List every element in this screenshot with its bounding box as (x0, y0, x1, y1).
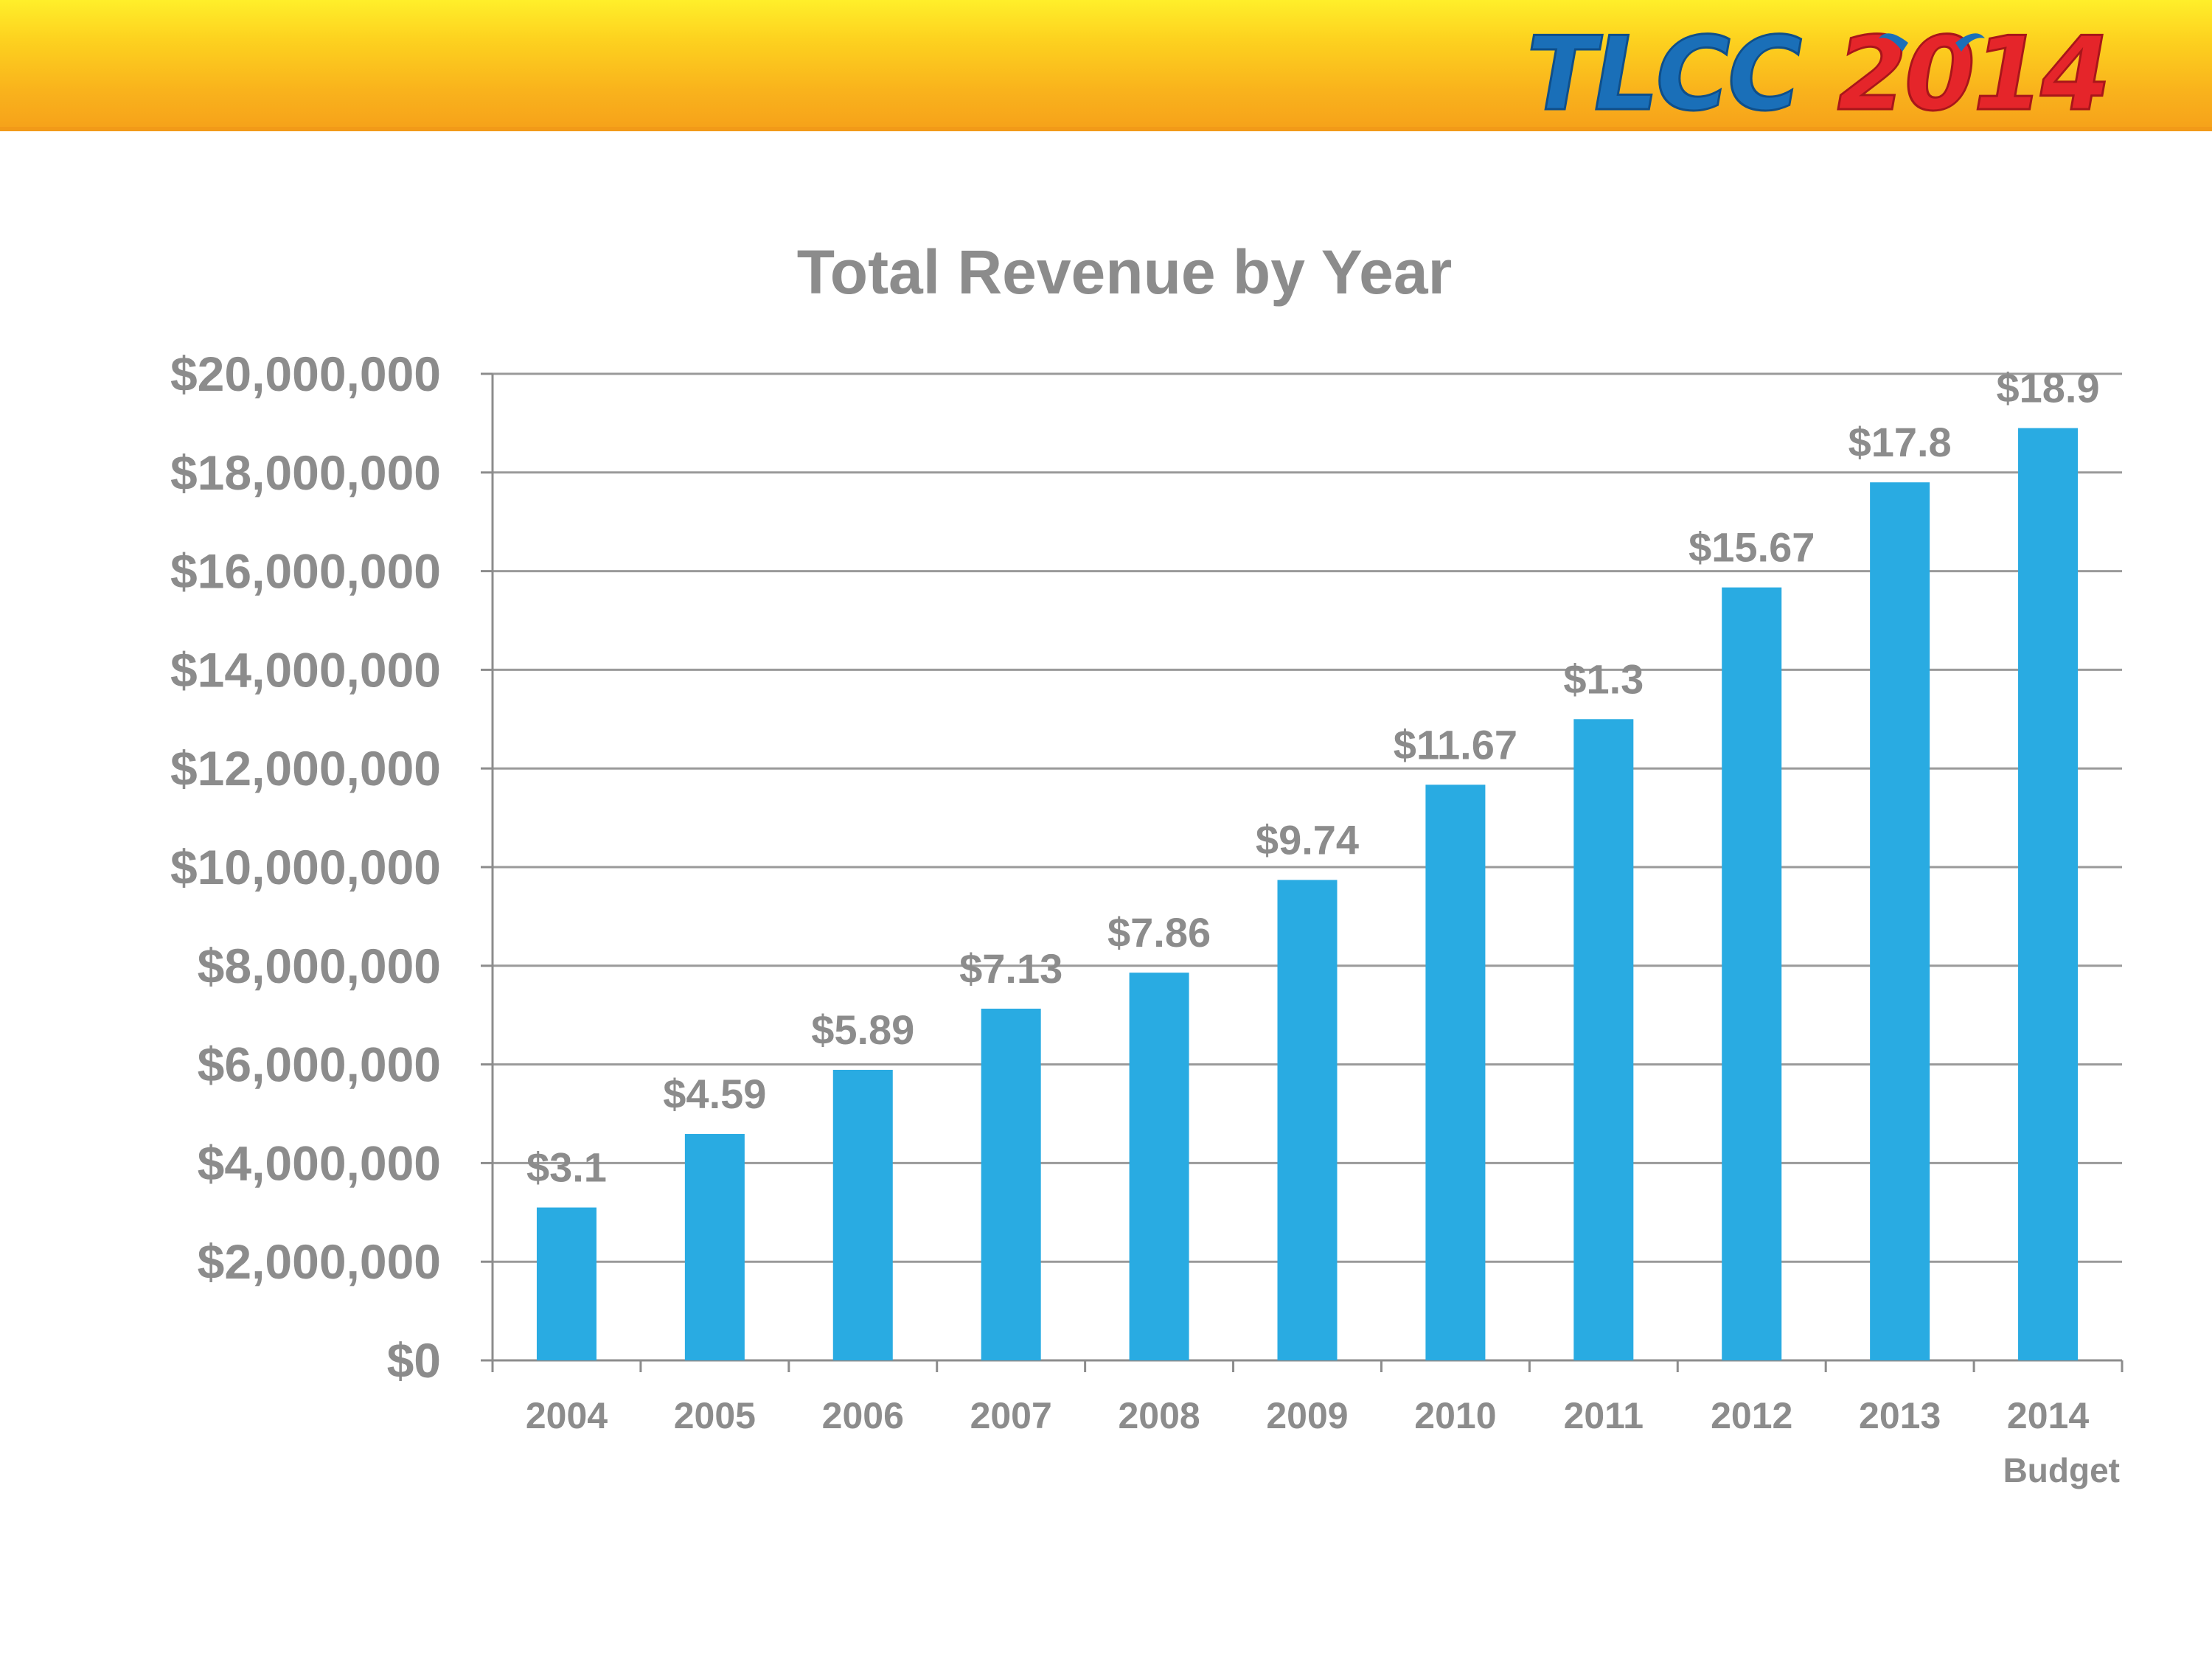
bar-2012 (1722, 587, 1782, 1360)
y-tick-label: $16,000,000 (170, 544, 441, 599)
tlcc-logo: TLCC 2014 (1515, 13, 2119, 124)
gridlines (493, 372, 2122, 1263)
data-label: $4.59 (663, 1071, 766, 1117)
x-tick-sublabel: Budget (2003, 1451, 2120, 1489)
x-tick-label: 2009 (1266, 1395, 1348, 1436)
data-label: $11.67 (1394, 721, 1517, 768)
bar-2014 (2018, 428, 2079, 1360)
x-tick-label: 2011 (1564, 1395, 1644, 1436)
bar-2008 (1129, 973, 1189, 1360)
bar-2011 (1573, 719, 1634, 1360)
logo-text-2014: 2014 (1826, 15, 2118, 124)
data-label: $7.13 (959, 945, 1062, 992)
bar-2007 (981, 1009, 1041, 1360)
data-labels: $3.1 $4.59 $5.89 $7.13 $7.86 $9.74 $11.67 $1.3 $… (526, 365, 2100, 1191)
data-label: $18.9 (1996, 365, 2099, 411)
y-tick-label: $12,000,000 (170, 741, 441, 796)
data-label: $7.86 (1107, 909, 1211, 956)
logo-text-tlcc: TLCC (1516, 15, 1809, 124)
bar-2013 (1870, 482, 1930, 1361)
data-label: $3.1 (526, 1144, 607, 1191)
bar-2010 (1425, 785, 1486, 1360)
chart-title: Total Revenue by Year (797, 237, 1453, 307)
bar-2006 (832, 1069, 893, 1360)
header-banner-edge (0, 127, 2212, 131)
x-tick-label: 2008 (1118, 1395, 1200, 1436)
bar-2004 (536, 1207, 597, 1360)
y-tick-label: $14,000,000 (170, 642, 441, 697)
y-tick-label: $18,000,000 (170, 445, 441, 500)
x-tick-label: 2004 (526, 1395, 608, 1436)
bar-2009 (1277, 880, 1338, 1360)
bar-2005 (684, 1133, 745, 1360)
x-tick-label: 2013 (1859, 1395, 1941, 1436)
y-tick-label: $8,000,000 (198, 939, 441, 993)
data-label: $17.8 (1848, 419, 1952, 465)
x-tick-label: 2007 (970, 1395, 1052, 1436)
y-tick-label: $4,000,000 (198, 1135, 441, 1190)
data-label: $5.89 (811, 1006, 914, 1053)
bars (536, 428, 2079, 1361)
y-tick-label: $20,000,000 (170, 347, 441, 401)
header-banner (0, 0, 2212, 131)
x-tick-label: 2005 (674, 1395, 756, 1436)
y-tick-label: $10,000,000 (170, 840, 441, 894)
x-tick-label: 2012 (1711, 1395, 1792, 1436)
x-tick-label: 2010 (1414, 1395, 1496, 1436)
y-axis-tick-labels: $0 $2,000,000 $4,000,000 $6,000,000 $8,000,0… (170, 347, 441, 1388)
x-tick-label: 2014 (2007, 1395, 2089, 1436)
data-label: $9.74 (1256, 816, 1359, 863)
y-tick-label: $2,000,000 (198, 1234, 441, 1289)
data-label: $1.3 (1563, 655, 1644, 702)
x-tick-label: 2006 (822, 1395, 904, 1436)
bull-head-icon (1879, 33, 1985, 52)
y-tick-label: $6,000,000 (198, 1037, 441, 1092)
y-tick-label: $0 (387, 1333, 441, 1388)
x-axis-tick-labels: 2004 2005 2006 2007 2008 2009 2010 2011 2012 2013… (526, 1395, 2120, 1489)
data-label: $15.67 (1688, 524, 1815, 571)
